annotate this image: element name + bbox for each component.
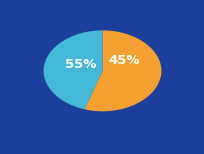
Ellipse shape bbox=[41, 43, 163, 129]
Polygon shape bbox=[83, 71, 163, 129]
Polygon shape bbox=[41, 28, 102, 112]
Text: 55%: 55% bbox=[65, 58, 96, 71]
Ellipse shape bbox=[32, 35, 172, 139]
Text: 45%: 45% bbox=[108, 54, 139, 67]
Polygon shape bbox=[41, 71, 83, 127]
Polygon shape bbox=[83, 28, 163, 114]
